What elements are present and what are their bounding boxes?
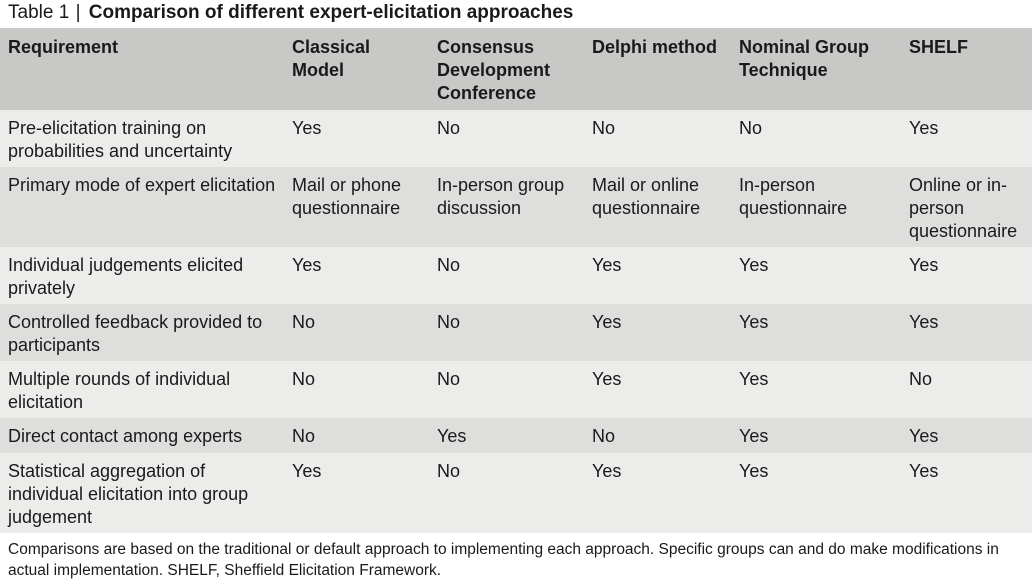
table-row: Controlled feedback provided to particip… — [0, 304, 1032, 361]
header-shelf: SHELF — [901, 28, 1032, 110]
table-row: Primary mode of expert elicitation Mail … — [0, 167, 1032, 247]
nominal-cell: Yes — [739, 369, 769, 389]
delphi-cell: No — [592, 118, 616, 138]
classical-cell: No — [292, 369, 316, 389]
consensus-cell: In-person group discussion — [437, 175, 565, 218]
requirement-cell: Direct contact among experts — [8, 426, 243, 446]
consensus-cell: No — [437, 369, 461, 389]
classical-cell: Mail or phone questionnaire — [292, 175, 402, 218]
delphi-cell: Mail or online questionnaire — [592, 175, 701, 218]
consensus-cell: No — [437, 255, 461, 275]
requirement-cell: Statistical aggregation of individual el… — [8, 461, 249, 527]
consensus-cell: No — [437, 461, 461, 481]
classical-cell: Yes — [292, 461, 322, 481]
shelf-cell: Yes — [909, 312, 939, 332]
nominal-cell: Yes — [739, 312, 769, 332]
consensus-cell: Yes — [437, 426, 467, 446]
consensus-cell: No — [437, 312, 461, 332]
header-classical-model: Classical Model — [284, 28, 429, 110]
classical-cell: No — [292, 426, 316, 446]
shelf-cell: Yes — [909, 461, 939, 481]
table-row: Direct contact among experts No Yes No Y… — [0, 418, 1032, 453]
shelf-cell: No — [909, 369, 933, 389]
table-footnote: Comparisons are based on the traditional… — [8, 541, 999, 579]
nominal-cell: Yes — [739, 426, 769, 446]
delphi-cell: Yes — [592, 255, 622, 275]
header-requirement: Requirement — [0, 28, 284, 110]
delphi-cell: Yes — [592, 369, 622, 389]
table-row: Multiple rounds of individual elicitatio… — [0, 361, 1032, 418]
shelf-cell: Yes — [909, 426, 939, 446]
delphi-cell: No — [592, 426, 616, 446]
comparison-table: Requirement Classical Model Consensus De… — [0, 28, 1032, 533]
requirement-cell: Primary mode of expert elicitation — [8, 175, 276, 195]
header-row: Requirement Classical Model Consensus De… — [0, 28, 1032, 110]
nominal-cell: Yes — [739, 255, 769, 275]
table-caption: Table 1 | Comparison of different expert… — [0, 0, 1032, 28]
requirement-cell: Controlled feedback provided to particip… — [8, 312, 263, 355]
requirement-cell: Multiple rounds of individual elicitatio… — [8, 369, 231, 412]
header-consensus-conference: Consensus Development Conference — [429, 28, 584, 110]
table-row: Statistical aggregation of individual el… — [0, 453, 1032, 533]
table-row: Pre-elicitation training on probabilitie… — [0, 110, 1032, 167]
table-title: Comparison of different expert-elicitati… — [88, 2, 574, 23]
shelf-cell: Online or in-person questionnaire — [909, 175, 1018, 241]
nominal-cell: In-person questionnaire — [739, 175, 848, 218]
caption-separator: | — [75, 2, 81, 23]
shelf-cell: Yes — [909, 118, 939, 138]
delphi-cell: Yes — [592, 461, 622, 481]
classical-cell: Yes — [292, 255, 322, 275]
requirement-cell: Pre-elicitation training on probabilitie… — [8, 118, 233, 161]
header-delphi-method: Delphi method — [584, 28, 731, 110]
classical-cell: Yes — [292, 118, 322, 138]
nominal-cell: No — [739, 118, 763, 138]
shelf-cell: Yes — [909, 255, 939, 275]
nominal-cell: Yes — [739, 461, 769, 481]
consensus-cell: No — [437, 118, 461, 138]
header-nominal-group: Nominal Group Technique — [731, 28, 901, 110]
classical-cell: No — [292, 312, 316, 332]
requirement-cell: Individual judgements elicited privately — [8, 255, 244, 298]
table-label: Table 1 — [8, 2, 70, 23]
delphi-cell: Yes — [592, 312, 622, 332]
table-row: Individual judgements elicited privately… — [0, 247, 1032, 304]
